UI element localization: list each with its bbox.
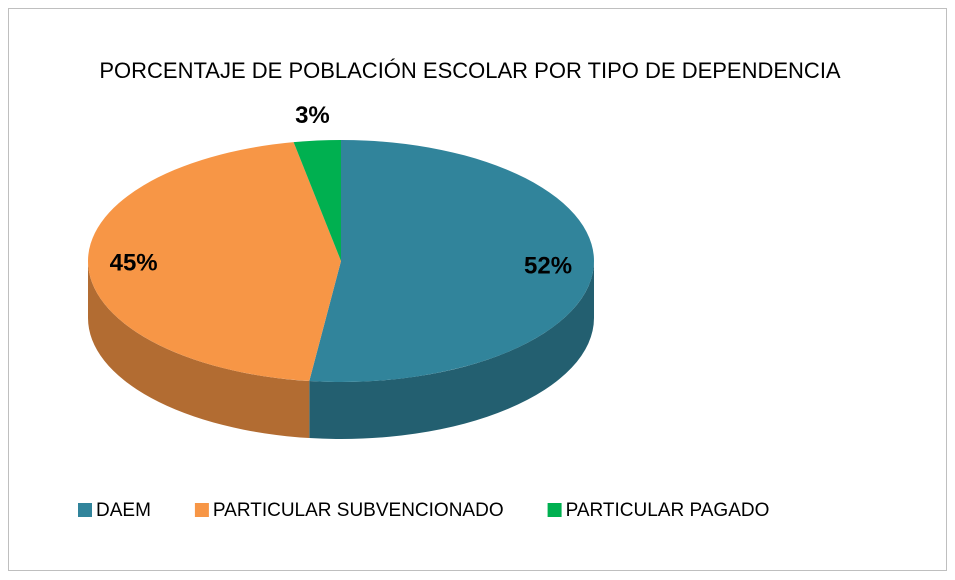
legend-swatch [547,503,562,517]
slice-side [309,261,594,439]
slice [293,140,341,261]
legend-label: PARTICULAR SUBVENCIONADO [213,500,504,521]
slice-side [88,261,310,439]
data-label: 3% [295,102,330,129]
legend-swatch [194,503,209,517]
data-label: 45% [110,249,158,276]
slice [309,140,595,383]
data-label: 52% [524,253,572,280]
legend-swatch [78,503,92,517]
slice [88,142,341,382]
legend-label: PARTICULAR PAGADO [566,500,770,521]
chart-title: PORCENTAJE DE POBLACIÓN ESCOLAR POR TIPO… [99,58,841,83]
legend-label: DAEM [96,500,151,521]
